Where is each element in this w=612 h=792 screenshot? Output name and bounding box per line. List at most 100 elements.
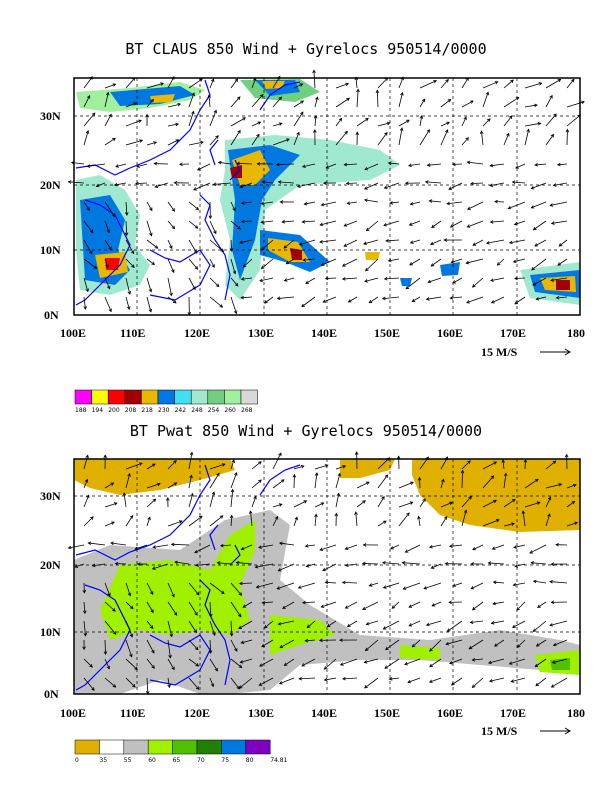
wind-vector xyxy=(440,502,453,508)
wind-vector xyxy=(188,515,203,527)
wind-vector-head xyxy=(419,115,424,119)
wind-vector-head xyxy=(131,264,135,268)
wind-vector xyxy=(440,516,448,527)
wind-vector xyxy=(125,296,130,310)
wind-vector xyxy=(342,581,358,584)
wind-vector-head xyxy=(277,180,282,184)
wind-vector-head xyxy=(346,623,351,627)
wind-vector xyxy=(440,129,449,146)
wind-vector xyxy=(340,658,358,666)
wind-vector xyxy=(146,141,157,146)
wind-vector xyxy=(304,201,316,205)
x-tick-label: 120E xyxy=(184,326,210,340)
wind-vector-head xyxy=(343,223,348,227)
wind-vector xyxy=(320,220,337,226)
wind-vector-head xyxy=(130,250,135,255)
wind-vector-head xyxy=(220,248,225,253)
wind-vector-head xyxy=(111,521,115,525)
wind-vector xyxy=(534,658,547,667)
wind-vector xyxy=(503,79,514,89)
wind-vector xyxy=(566,114,581,127)
wind-vector-head xyxy=(148,288,153,293)
wind-vector-head xyxy=(487,561,492,565)
wind-vector xyxy=(75,563,85,568)
wind-vector xyxy=(391,601,400,609)
wind-vector-head xyxy=(236,685,240,690)
wind-vector xyxy=(545,460,556,470)
wind-vector xyxy=(467,161,484,165)
wind-vector xyxy=(272,96,282,108)
wind-vector-head xyxy=(229,632,234,637)
colorbar-swatch xyxy=(107,389,126,405)
colorbar-swatch xyxy=(123,739,149,755)
wind-vector-head xyxy=(354,511,358,515)
wind-vector xyxy=(239,239,253,244)
wind-vector xyxy=(503,133,510,146)
wind-vector xyxy=(322,296,337,303)
wind-vector xyxy=(461,137,469,146)
x-tick-label: 180 xyxy=(567,706,585,720)
wind-vectors xyxy=(67,69,585,316)
wind-vector xyxy=(230,130,241,146)
wind-vector xyxy=(377,77,388,89)
wind-vector-head xyxy=(171,666,175,671)
wind-vector xyxy=(218,161,232,165)
wind-vector-head xyxy=(283,662,288,666)
wind-vector-head xyxy=(278,541,283,546)
wind-vector-head xyxy=(192,286,196,291)
wind-vector xyxy=(363,239,379,245)
wind-vector xyxy=(514,277,526,279)
wind-vector-head xyxy=(216,472,220,477)
wind-vector xyxy=(384,277,400,280)
wind-vector-head xyxy=(532,226,537,231)
wind-vector-head xyxy=(199,78,203,82)
wind-vector xyxy=(446,639,463,645)
wind-vector xyxy=(125,677,136,688)
wind-vector xyxy=(466,296,484,304)
wind-vector xyxy=(448,182,463,190)
wind-vector-head xyxy=(496,262,501,266)
wind-vector xyxy=(488,658,505,664)
wind-vector-head xyxy=(82,589,87,594)
wind-vector-head xyxy=(362,606,366,610)
wind-vector-head xyxy=(430,263,435,267)
wind-vector xyxy=(230,620,233,636)
wind-vector-head xyxy=(153,161,158,166)
wind-vector-head xyxy=(384,474,389,479)
wind-vector-head xyxy=(365,621,370,626)
wind-vector xyxy=(146,258,155,265)
colorbar-swatch xyxy=(196,739,222,755)
wind-vector-head xyxy=(67,180,72,184)
wind-vector-head xyxy=(417,476,422,481)
wind-vector-head xyxy=(112,684,117,688)
wind-vector-head xyxy=(364,166,369,171)
wind-vector-head xyxy=(363,241,367,245)
wind-vector-head xyxy=(319,222,324,227)
wind-vector xyxy=(251,78,257,89)
wind-vector xyxy=(364,658,379,663)
wind-vector xyxy=(490,220,505,223)
wind-vector xyxy=(398,77,404,89)
wind-vector xyxy=(362,563,379,565)
wind-vector xyxy=(492,544,505,550)
wind-vector xyxy=(68,544,85,549)
wind-vector-head xyxy=(530,186,535,190)
wind-vector xyxy=(104,220,110,233)
wind-vector-head xyxy=(338,117,343,122)
wind-vector xyxy=(230,639,238,652)
map-panel-claus: 30N 20N 10N 0N 100E 110E 120E 130E 140E … xyxy=(40,69,585,414)
wind-vector xyxy=(209,639,212,654)
wind-vector xyxy=(135,182,148,185)
wind-vector-head xyxy=(233,310,238,315)
wind-vector xyxy=(83,677,95,691)
wind-vector xyxy=(426,620,442,626)
wind-vector xyxy=(146,99,154,108)
wind-vector-head xyxy=(479,130,484,135)
wind-vector xyxy=(345,601,358,609)
wind-vector-head xyxy=(463,116,467,121)
wind-vector xyxy=(342,677,358,680)
wind-vector xyxy=(146,220,152,236)
wind-vector-head xyxy=(294,516,298,521)
wind-vector xyxy=(96,182,106,187)
wind-vector-head xyxy=(344,546,349,550)
